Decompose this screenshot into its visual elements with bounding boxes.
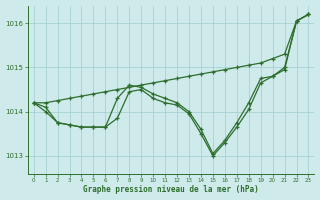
X-axis label: Graphe pression niveau de la mer (hPa): Graphe pression niveau de la mer (hPa) bbox=[83, 185, 259, 194]
